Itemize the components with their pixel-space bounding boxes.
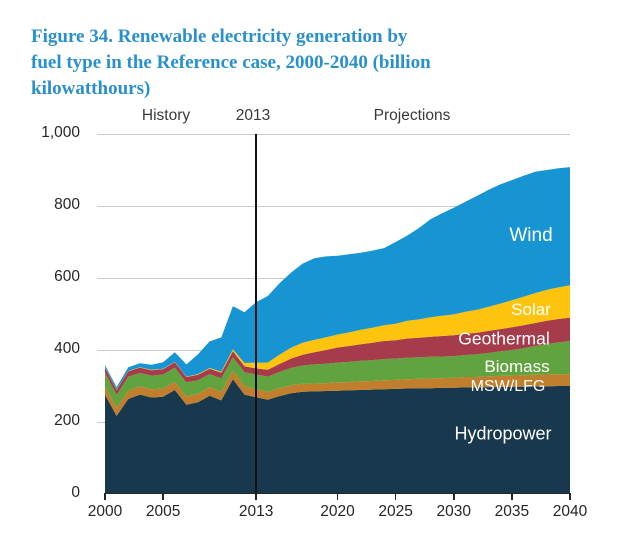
figure-title-line-1: Figure 34. Renewable electricity generat…	[31, 26, 408, 47]
x-tick-label-2025: 2025	[378, 503, 413, 520]
x-tick-2035	[511, 493, 513, 500]
area-solar	[105, 285, 570, 390]
figure-title-line-3: kilowatthours)	[31, 78, 151, 99]
x-tick-label-2035: 2035	[494, 503, 530, 520]
area-wind	[105, 167, 570, 390]
x-tick-label-2000: 2000	[87, 503, 123, 520]
figure-title-line-2: fuel type in the Reference case, 2000-20…	[31, 52, 431, 73]
divider-year-label: 2013	[235, 107, 271, 124]
x-tick-label-2005: 2005	[145, 503, 181, 520]
x-tick-2013	[255, 493, 257, 500]
area-geothermal	[105, 317, 570, 395]
series-label-wind: Wind	[509, 225, 553, 246]
figure-title: Figure 34. Renewable electricity generat…	[31, 24, 606, 102]
history-label: History	[141, 107, 191, 124]
x-tick-2020	[336, 493, 339, 500]
x-tick-2040	[569, 493, 571, 500]
x-tick-label-2030: 2030	[436, 503, 471, 520]
series-label-biomass: Biomass	[484, 357, 550, 376]
y-tick-label-1000: 1,000	[41, 124, 80, 141]
y-tick-label-0: 0	[71, 484, 80, 501]
divider-line-2013	[255, 134, 257, 500]
series-label-hydropower: Hydropower	[454, 423, 552, 444]
stacked-area-chart	[105, 167, 570, 494]
x-tick-label-2020: 2020	[320, 503, 355, 520]
y-gridline-800	[97, 205, 570, 207]
y-tick-label-400: 400	[54, 340, 80, 357]
area-hydropower	[105, 379, 570, 494]
y-tick-label-600: 600	[54, 268, 80, 285]
y-tick-label-200: 200	[54, 412, 80, 429]
x-tick-2005	[162, 493, 164, 500]
area-msw-lfg	[105, 370, 570, 416]
x-tick-2025	[394, 493, 397, 500]
x-tick-2030	[453, 493, 455, 500]
area-biomass	[105, 341, 570, 408]
projections-label: Projections	[373, 107, 451, 124]
x-tick-label-2013: 2013	[238, 503, 274, 520]
series-label-solar: Solar	[511, 300, 551, 319]
series-label-msw-lfg: MSW/LFG	[470, 378, 546, 395]
y-gridline-1000	[97, 133, 570, 135]
y-tick-label-800: 800	[54, 196, 80, 213]
x-tick-label-2040: 2040	[552, 503, 588, 520]
x-tick-2000	[104, 493, 106, 500]
series-label-geothermal: Geothermal	[458, 328, 550, 349]
